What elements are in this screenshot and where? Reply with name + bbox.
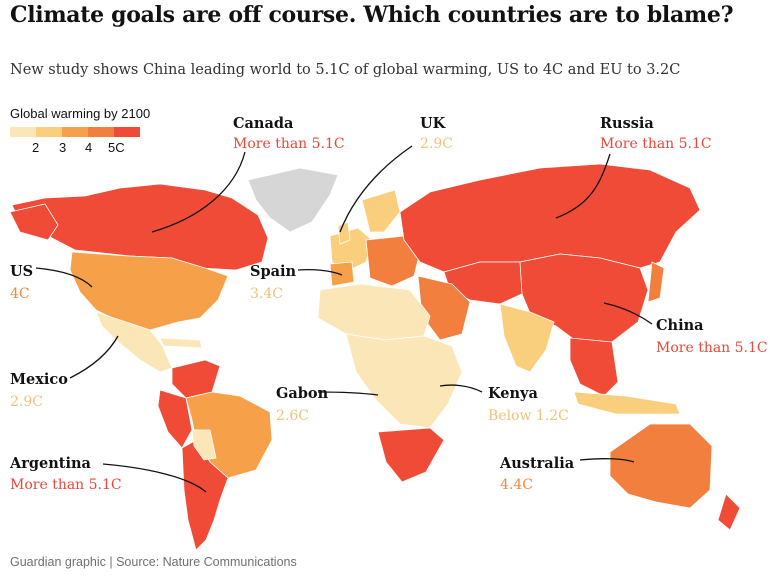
leader-line-canada [151, 151, 246, 233]
callout-value: 3.4C [250, 286, 283, 302]
region-bolivia [191, 429, 217, 461]
callout-name: Kenya [488, 385, 538, 402]
region-australia [609, 423, 713, 509]
legend-swatch-5 [114, 127, 140, 137]
legend-swatch-4 [88, 127, 114, 137]
region-africa-central [345, 333, 463, 429]
legend-ticks: 2 3 4 5C [10, 140, 200, 156]
callout-name: US [10, 263, 33, 280]
leader-line-argentina [102, 463, 207, 493]
leader-line-us [35, 267, 93, 288]
page-subtitle: New study shows China leading world to 5… [10, 62, 681, 78]
leader-line-gabon [317, 391, 379, 396]
callout-value: More than 5.1C [233, 136, 345, 152]
callout-value: 4C [10, 286, 30, 302]
leader-line-china [603, 302, 653, 325]
region-spain [329, 261, 355, 287]
legend-tick: 3 [59, 140, 67, 155]
legend: Global warming by 2100 2 3 4 5C [10, 106, 200, 156]
callout-value: More than 5.1C [10, 477, 122, 493]
region-north-africa [317, 283, 431, 341]
page-title: Climate goals are off course. Which coun… [10, 2, 734, 28]
callout-name: China [656, 317, 704, 334]
region-alaska [9, 203, 59, 241]
region-japan [647, 261, 665, 303]
region-canada [11, 183, 269, 271]
callout-uk: UK 2.9C [420, 115, 453, 152]
callout-spain: Spain 3.4C [250, 263, 297, 302]
callout-value: More than 5.1C [656, 340, 768, 356]
region-scandinavia [361, 189, 401, 233]
legend-title: Global warming by 2100 [10, 106, 151, 121]
region-southeast-asia [569, 337, 619, 397]
source-footer: Guardian graphic | Source: Nature Commun… [10, 555, 297, 569]
leader-line-uk [339, 145, 413, 233]
leader-line-australia [579, 458, 635, 463]
legend-swatch-1 [10, 127, 36, 137]
callout-value: Below 1.2C [488, 408, 569, 424]
region-india [499, 303, 555, 373]
region-uk [337, 221, 351, 245]
callout-value: 2.6C [276, 408, 309, 424]
leader-line-mexico [69, 335, 119, 379]
legend-tick: 2 [32, 140, 40, 155]
callout-name: Canada [233, 115, 294, 132]
region-greenland [247, 167, 339, 233]
leader-line-spain [297, 269, 343, 276]
callout-value: 4.4C [500, 477, 533, 493]
region-caribbean [159, 337, 203, 349]
callout-australia: Australia 4.4C [499, 455, 575, 493]
callout-name: Gabon [276, 385, 329, 402]
callout-canada: Canada More than 5.1C [233, 115, 345, 152]
leader-line-russia [555, 153, 611, 219]
callout-value: More than 5.1C [600, 136, 712, 152]
callout-us: US 4C [10, 263, 33, 302]
legend-color-bar [10, 127, 200, 137]
legend-swatch-3 [62, 127, 88, 137]
region-south-africa [377, 427, 445, 483]
callout-name: Spain [250, 263, 297, 280]
region-new-zealand [717, 493, 741, 531]
callout-name: Australia [499, 455, 575, 472]
callout-name: Mexico [10, 371, 68, 388]
region-indonesia [573, 391, 681, 415]
callout-value: 2.9C [10, 394, 43, 410]
region-mexico [95, 311, 173, 373]
callout-argentina: Argentina More than 5.1C [9, 455, 122, 493]
legend-tick: 4 [85, 140, 93, 155]
callout-gabon: Gabon 2.6C [276, 385, 329, 424]
callout-value: 2.9C [420, 136, 453, 152]
callout-kenya: Kenya Below 1.2C [488, 385, 569, 424]
callout-russia: Russia More than 5.1C [600, 115, 712, 152]
callout-china: China More than 5.1C [656, 317, 768, 356]
callout-name: UK [420, 115, 447, 132]
legend-tick: 5C [108, 140, 125, 155]
callout-mexico: Mexico 2.9C [10, 371, 68, 410]
leader-line-kenya [439, 384, 483, 393]
callout-name: Russia [600, 115, 654, 132]
legend-swatch-2 [36, 127, 62, 137]
callout-name: Argentina [9, 455, 92, 472]
leader-lines [35, 145, 653, 493]
region-united-states [69, 251, 229, 331]
